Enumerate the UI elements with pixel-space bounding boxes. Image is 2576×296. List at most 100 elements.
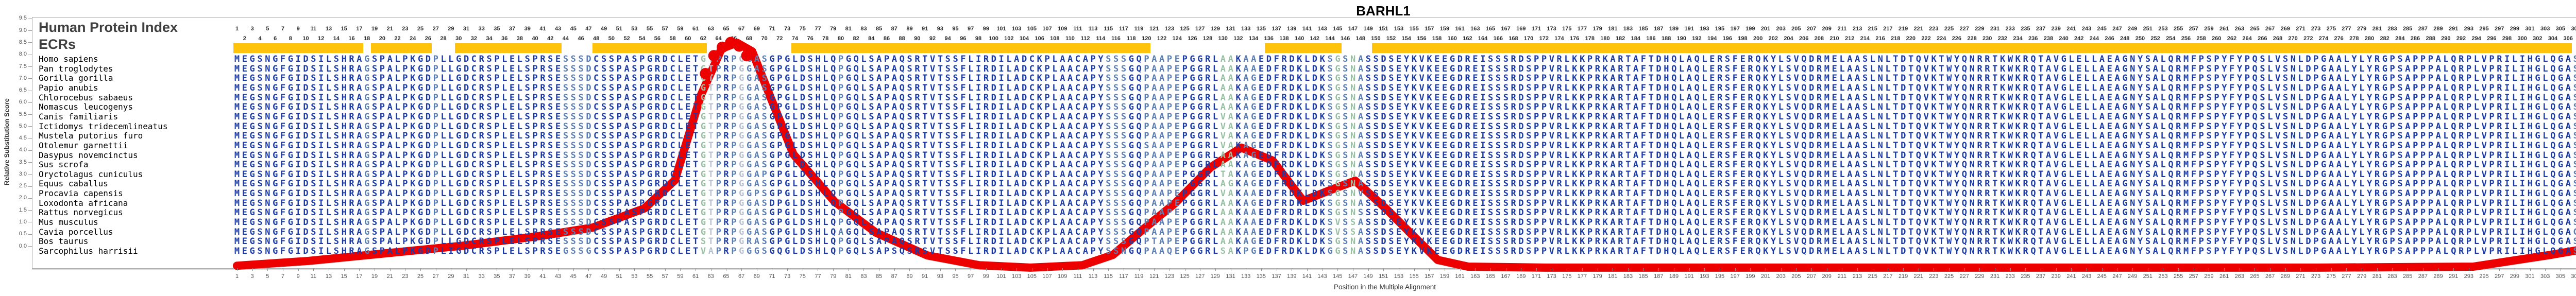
residue-run: P: [716, 54, 724, 64]
position-number-bottom: 49: [600, 273, 607, 280]
x-axis-label: Position in the Multiple Alignment: [1333, 283, 1436, 291]
residue-run: P: [838, 82, 846, 93]
residue-run: MEGSNGFGIDSILSHRA: [234, 63, 365, 74]
position-number-bottom: 33: [478, 273, 485, 280]
residue-run: N: [1350, 82, 1358, 93]
x-tick-mark: [466, 268, 467, 271]
residue-run: R: [723, 121, 732, 132]
residue-run: P: [433, 92, 441, 103]
residue-run: PAAPE: [1144, 217, 1182, 228]
position-number-top: 77: [815, 26, 821, 32]
position-number-top: 173: [1547, 26, 1556, 32]
residue-run: SPALPKGD: [371, 111, 433, 122]
position-number-top: 155: [1409, 26, 1419, 32]
residue-run: GQLSAPAQSRTVTSSFLIRDILADCKPLAACAPY: [845, 217, 1106, 228]
residue-run: CSSPASPGRDCLET: [594, 236, 701, 247]
position-number-bottom: 79: [830, 273, 837, 280]
residue-run: PGGRL: [1182, 217, 1221, 228]
residue-run: S: [2573, 141, 2576, 151]
position-number-bottom: 55: [646, 273, 653, 280]
residue-run: AA: [1243, 227, 1259, 237]
position-number-bottom: 15: [341, 273, 347, 280]
residue-run: P: [731, 102, 739, 113]
plot-title: BARHL1: [1356, 3, 1411, 19]
position-number-top: 13: [325, 26, 332, 32]
residue-run: P: [838, 131, 846, 142]
residue-run: K: [1235, 131, 1244, 142]
position-number-bottom: 51: [616, 273, 622, 280]
residue-run: LLGDCRSPLELSPRSE: [440, 227, 563, 237]
position-number-top: 137: [1272, 26, 1281, 32]
position-number-top: 83: [860, 26, 867, 32]
residue-run: EDFRDKLDK: [1258, 236, 1328, 247]
ecr-bar-segment: [791, 43, 1150, 53]
residue-run: PAAPE: [1144, 227, 1182, 237]
position-number-top: 181: [1608, 26, 1618, 32]
residue-run: GPGLDSHLQ: [769, 54, 838, 64]
residue-run: P: [838, 246, 846, 256]
position-number-top: 191: [1684, 26, 1694, 32]
residue-run: S: [1327, 54, 1335, 64]
residue-run: G: [364, 121, 372, 132]
position-number-top: 205: [1791, 26, 1801, 32]
residue-run: S: [1343, 102, 1350, 113]
position-number-top: 145: [1333, 26, 1343, 32]
residue-run: N: [1350, 102, 1358, 113]
residue-run: GQLSAPAQSRTVTSSFLIRDILADCKPLAACAPY: [845, 188, 1106, 199]
residue-run: GAS: [746, 73, 770, 84]
position-number-bottom: 153: [1394, 273, 1404, 280]
position-number-bottom: 273: [2311, 273, 2321, 280]
residue-run: MEGSNGFGIDSILSHRA: [234, 179, 365, 189]
position-number-bottom: 179: [1592, 273, 1602, 280]
residue-run: P: [838, 63, 846, 74]
residue-run: VA: [1220, 111, 1236, 122]
residue-run: PAAPE: [1144, 121, 1182, 132]
position-number-top: 123: [1164, 26, 1175, 32]
residue-run: S: [2573, 150, 2576, 161]
y-tick-label: 1.0: [19, 218, 27, 225]
residue-run: EDFRDKLDK: [1258, 102, 1328, 113]
position-number-top: 241: [2066, 26, 2076, 32]
position-number-top: 23: [402, 26, 409, 32]
residue-run: P: [731, 246, 739, 256]
position-number-bottom: 103: [1011, 273, 1022, 280]
residue-run: SSS: [1106, 140, 1129, 151]
residue-run: GPGLDSHLQ: [769, 150, 838, 161]
residue-run: A: [1358, 150, 1366, 161]
position-number-top: 103: [1011, 26, 1022, 32]
residue-run: R: [723, 207, 732, 218]
position-number-bottom: 175: [1562, 273, 1572, 280]
residue-run: P: [433, 102, 441, 113]
residue-run: PAAPE: [1144, 102, 1182, 113]
position-number-top: 61: [692, 26, 699, 32]
residue-run: GQ: [1128, 160, 1144, 170]
position-number-top: 51: [616, 26, 622, 32]
position-number-top: 131: [1226, 26, 1235, 32]
residue-run: RAS: [746, 236, 770, 247]
residue-run: G: [364, 169, 372, 180]
residue-run: G: [1335, 111, 1343, 122]
residue-run: SSSD: [563, 121, 594, 132]
y-tick-mark: [28, 138, 32, 139]
position-number-top: 87: [891, 26, 897, 32]
residue-run: MEGSNGFGIDSILSHRA: [234, 140, 365, 151]
position-number-bottom: 249: [2127, 273, 2138, 280]
panel-subheading: ECRs: [39, 37, 76, 52]
alignment-row: MEGSNGFGIDSILSHRAGSPALPKGDPLLGDCRSPLELSP…: [234, 227, 2576, 237]
position-number-top: 21: [386, 26, 393, 32]
species-label: Nomascus leucogenys: [39, 102, 133, 112]
residue-run: K: [1235, 217, 1244, 228]
residue-run: SSDSEYKVKEEGDREISSSRDSPPVRLKKPRKARTAFTDH…: [1365, 111, 2573, 122]
residue-run: S: [1343, 63, 1350, 74]
residue-run: P: [731, 236, 739, 247]
position-number-bottom: 185: [1638, 273, 1648, 280]
residue-run: GQ: [1128, 179, 1144, 189]
residue-run: G: [1335, 207, 1343, 218]
residue-run: G: [1327, 246, 1335, 256]
x-tick-mark: [1735, 268, 1736, 271]
residue-run: EDFRDKLDK: [1258, 54, 1328, 64]
residue-run: LLGDCRSPLELSPRSE: [440, 169, 563, 180]
position-number-top: 133: [1241, 26, 1251, 32]
residue-run: PAAPE: [1144, 82, 1182, 93]
residue-run: EDFRDKLDK: [1258, 227, 1328, 237]
